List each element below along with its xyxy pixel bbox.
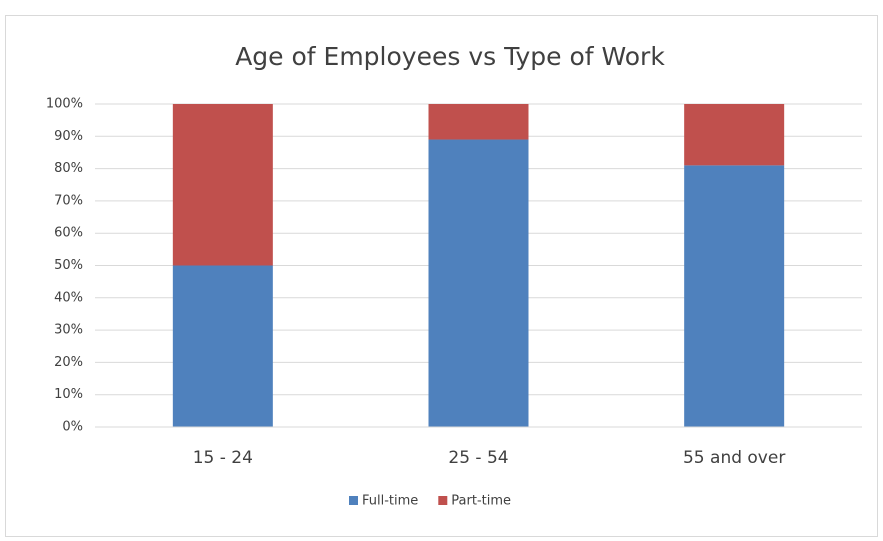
y-tick-label: 50% — [54, 258, 83, 273]
y-tick-label: 10% — [54, 387, 83, 402]
bar-segment — [684, 104, 785, 166]
bar-segment — [684, 165, 785, 427]
y-tick-label: 70% — [54, 193, 83, 208]
x-tick-label: 15 - 24 — [193, 448, 253, 468]
legend-swatch — [349, 496, 358, 505]
legend-label: Part-time — [451, 494, 511, 509]
bar-segment — [172, 265, 273, 427]
y-tick-label: 100% — [46, 97, 83, 112]
bar-segment — [172, 104, 273, 266]
y-tick-label: 40% — [54, 290, 83, 305]
y-tick-label: 30% — [54, 323, 83, 338]
y-tick-label: 90% — [54, 129, 83, 144]
x-tick-label: 55 and over — [683, 448, 785, 468]
legend-label: Full-time — [362, 494, 418, 509]
x-tick-label: 25 - 54 — [448, 448, 508, 468]
bar-segment — [428, 139, 529, 427]
chart-title: Age of Employees vs Type of Work — [235, 42, 665, 71]
y-tick-label: 60% — [54, 226, 83, 241]
bar-segment — [428, 104, 529, 140]
y-tick-label: 0% — [62, 420, 83, 435]
y-tick-label: 80% — [54, 161, 83, 176]
legend-swatch — [438, 496, 448, 505]
y-tick-label: 20% — [54, 355, 83, 370]
